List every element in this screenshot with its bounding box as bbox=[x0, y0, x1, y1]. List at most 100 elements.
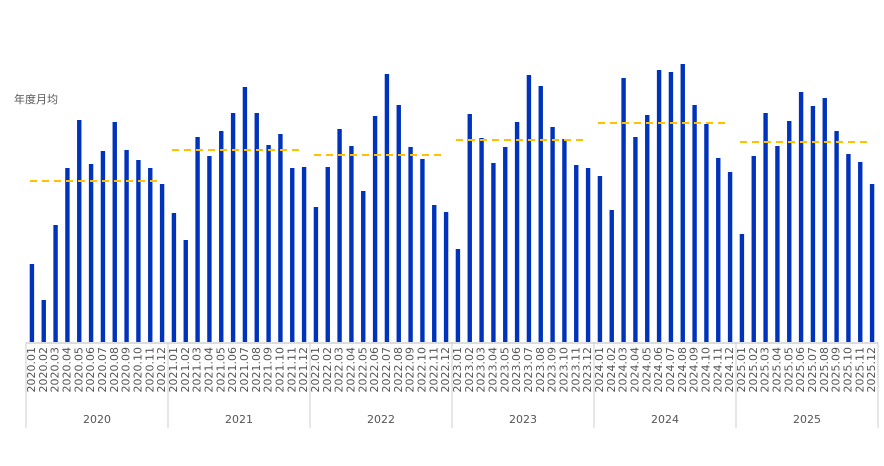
x-tick-label: 2020.02 bbox=[37, 347, 50, 393]
x-tick-label: 2024.03 bbox=[617, 347, 630, 393]
x-tick-label: 2022.09 bbox=[404, 347, 417, 393]
bar bbox=[266, 145, 271, 342]
bar bbox=[526, 75, 532, 342]
x-tick-label: 2021.05 bbox=[214, 347, 227, 393]
x-tick-label: 2022.03 bbox=[333, 347, 346, 393]
x-tick-label: 2023.05 bbox=[498, 347, 511, 393]
bar bbox=[384, 74, 390, 342]
x-tick-label: 2024.11 bbox=[711, 347, 724, 393]
x-tick-label: 2024.02 bbox=[605, 347, 618, 393]
bar bbox=[597, 176, 603, 342]
x-tick-label: 2020.08 bbox=[108, 347, 121, 393]
x-tick-label: 2021.08 bbox=[250, 347, 263, 393]
bar bbox=[739, 234, 745, 342]
bar bbox=[858, 162, 863, 342]
x-tick-label: 2022.04 bbox=[344, 347, 357, 393]
bar bbox=[301, 167, 307, 342]
x-tick-label: 2025.07 bbox=[806, 347, 819, 393]
x-tick-label: 2022.06 bbox=[368, 347, 381, 393]
x-tick-label: 2024.10 bbox=[699, 347, 712, 393]
x-tick-label: 2023.07 bbox=[522, 347, 535, 393]
bar bbox=[727, 172, 733, 342]
x-tick-label: 2022.12 bbox=[439, 347, 452, 393]
x-tick-label: 2020.12 bbox=[155, 347, 168, 393]
bar bbox=[467, 114, 472, 342]
bar bbox=[361, 191, 366, 342]
x-tick-label: 2020.07 bbox=[96, 347, 109, 393]
x-tick-label: 2022.11 bbox=[427, 347, 440, 393]
bar bbox=[633, 137, 638, 342]
bar bbox=[810, 106, 816, 342]
x-tick-label: 2023.10 bbox=[557, 347, 570, 393]
x-tick-label: 2021.06 bbox=[226, 347, 239, 393]
x-tick-label: 2025.11 bbox=[853, 347, 866, 393]
bar bbox=[609, 210, 614, 342]
bar bbox=[230, 113, 236, 342]
bar bbox=[503, 147, 508, 342]
x-tick-label: 2020.04 bbox=[60, 347, 73, 393]
x-tick-label: 2023.12 bbox=[581, 347, 594, 393]
bar bbox=[171, 213, 177, 342]
bar bbox=[775, 146, 780, 342]
x-tick-label: 2020.10 bbox=[131, 347, 144, 393]
bar bbox=[349, 146, 354, 342]
x-tick-label: 2025.08 bbox=[818, 347, 831, 393]
bar bbox=[278, 134, 283, 342]
x-tick-label: 2023.06 bbox=[510, 347, 523, 393]
bar bbox=[325, 167, 330, 342]
bar bbox=[290, 168, 295, 342]
x-tick-label: 2024.01 bbox=[593, 347, 606, 393]
x-tick-label: 2024.12 bbox=[723, 347, 736, 393]
x-tick-label: 2021.07 bbox=[238, 347, 251, 393]
group-label: 2021 bbox=[225, 413, 253, 426]
x-tick-label: 2025.09 bbox=[830, 347, 843, 393]
bar bbox=[656, 70, 662, 342]
bar bbox=[100, 151, 106, 342]
bar bbox=[313, 207, 319, 342]
bar bbox=[53, 225, 58, 342]
x-tick-label: 2023.11 bbox=[569, 347, 582, 393]
x-tick-label: 2020.11 bbox=[143, 347, 156, 393]
legend-label: 年度月均 bbox=[14, 92, 58, 106]
group-label: 2025 bbox=[793, 413, 821, 426]
bar bbox=[574, 165, 579, 342]
x-tick-label: 2020.03 bbox=[49, 347, 62, 393]
bar bbox=[479, 138, 484, 342]
x-tick-label: 2024.07 bbox=[664, 347, 677, 393]
bar bbox=[77, 120, 82, 342]
x-tick-label: 2021.02 bbox=[179, 347, 192, 393]
bar bbox=[680, 64, 685, 342]
x-tick-label: 2025.05 bbox=[782, 347, 795, 393]
x-tick-label: 2022.05 bbox=[356, 347, 369, 393]
bar bbox=[136, 160, 141, 342]
bar bbox=[219, 131, 224, 342]
bar bbox=[396, 105, 401, 342]
bar bbox=[65, 168, 70, 342]
bar bbox=[195, 137, 200, 342]
x-tick-label: 2020.05 bbox=[72, 347, 85, 393]
bar bbox=[621, 78, 626, 342]
x-tick-label: 2023.08 bbox=[534, 347, 547, 393]
bar bbox=[704, 124, 709, 342]
x-tick-label: 2021.03 bbox=[191, 347, 204, 393]
bar bbox=[751, 156, 756, 342]
bar bbox=[112, 122, 117, 342]
bar bbox=[124, 150, 129, 342]
bar bbox=[183, 240, 188, 342]
x-tick-label: 2024.08 bbox=[676, 347, 689, 393]
x-tick-label: 2021.09 bbox=[262, 347, 275, 393]
x-tick-label: 2024.05 bbox=[640, 347, 653, 393]
bar bbox=[443, 212, 449, 342]
x-tick-label: 2020.09 bbox=[120, 347, 133, 393]
group-label: 2023 bbox=[509, 413, 537, 426]
bar bbox=[514, 122, 520, 342]
bar bbox=[562, 139, 567, 342]
x-tick-label: 2022.01 bbox=[309, 347, 322, 393]
bar bbox=[716, 158, 721, 342]
x-tick-label: 2025.02 bbox=[747, 347, 760, 393]
x-tick-label: 2025.04 bbox=[770, 347, 783, 393]
x-tick-label: 2025.12 bbox=[865, 347, 878, 393]
bar bbox=[29, 264, 35, 342]
x-tick-label: 2021.12 bbox=[297, 347, 310, 393]
